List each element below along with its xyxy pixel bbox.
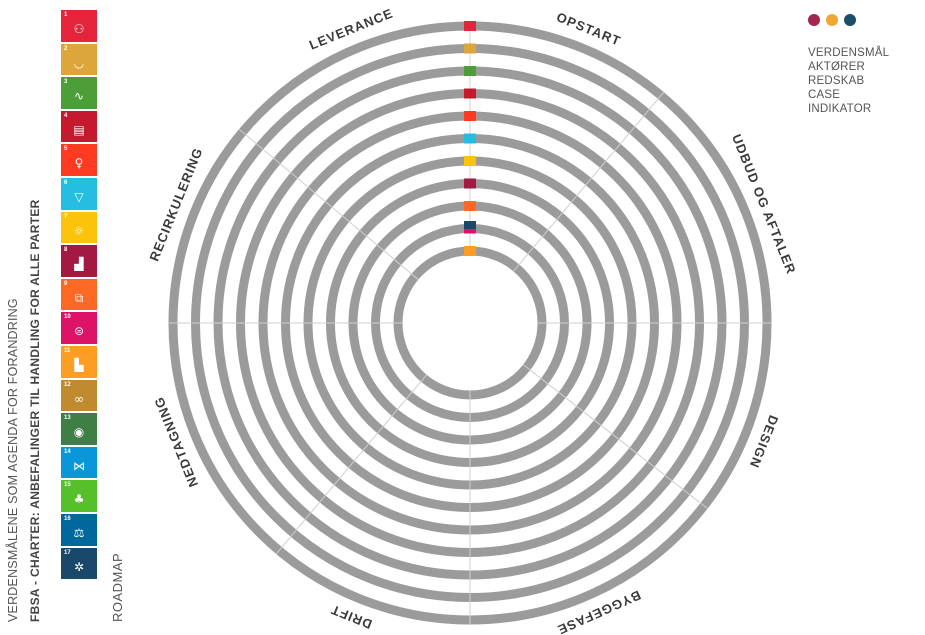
sdg-number: 5 (64, 146, 68, 153)
sdg-tile-1[interactable]: 1 ⚇ (61, 10, 97, 44)
sector-divider (238, 128, 419, 281)
sdg-ring-marker[interactable] (464, 133, 476, 144)
legend-item-redskab[interactable]: REDSKAB (808, 75, 865, 87)
ring-2 (371, 224, 569, 422)
sdg-number: 6 (64, 179, 68, 186)
sdg-goals-column: 1 ⚇ 2 ◡ 3 ∿ 4 ▤ 5 ♀ 6 ▽ 7 ☼ 8 ▟ 9 ⧉ 10 ⊜ 11 ▙ 12 ∞ 13 ◉ 14 ⋈ 15 ♣ 16 ⚖ 1… (61, 10, 97, 582)
legend-dot-redskab (844, 14, 856, 26)
sdg-tile-4[interactable]: 4 ▤ (61, 110, 97, 145)
gender-icon: ♀ (74, 156, 84, 171)
sdg-ring-marker[interactable] (464, 156, 476, 166)
sdg-number: 10 (64, 314, 71, 321)
legend-dot-verdensmal (808, 14, 820, 26)
sdg-tile-16[interactable]: 16 ⚖ (61, 513, 97, 548)
sdg-ring-marker[interactable] (464, 201, 476, 211)
sdg-tile-12[interactable]: 12 ∞ (61, 379, 97, 414)
fish-icon: ⋈ (73, 458, 85, 473)
eye-globe-icon: ◉ (73, 425, 85, 440)
sdg-tile-7[interactable]: 7 ☼ (61, 211, 97, 246)
legend-dot-aktorer (826, 14, 838, 26)
sdg-number: 2 (64, 45, 68, 52)
sdg-tile-9[interactable]: 9 ⧉ (61, 278, 97, 313)
legend-item-verdensmal[interactable]: VERDENSMÅL (808, 47, 890, 59)
sdg-tile-17[interactable]: 17 ✲ (61, 547, 97, 582)
growth-chart-icon: ▟ (74, 257, 84, 272)
water-drop-icon: ▽ (74, 189, 84, 204)
sector-divider (512, 91, 665, 272)
sdg-number: 12 (64, 381, 71, 388)
legend-item-indikator[interactable]: INDIKATOR (808, 103, 872, 115)
sdg-tile-3[interactable]: 3 ∿ (61, 77, 97, 111)
sdg-tile-15[interactable]: 15 ♣ (61, 480, 97, 514)
ring-1 (393, 246, 547, 400)
family-icon: ⚇ (73, 22, 85, 36)
book-icon: ▤ (73, 122, 85, 137)
buildings-icon: ▙ (74, 357, 84, 372)
sdg-ring-marker[interactable] (464, 88, 476, 99)
sdg-ring-marker[interactable] (464, 178, 476, 189)
partnership-icon: ✲ (73, 559, 85, 574)
cubes-icon: ⧉ (74, 290, 84, 305)
dove-icon: ⚖ (73, 525, 85, 540)
sdg-tile-8[interactable]: 8 ▟ (61, 245, 97, 279)
sdg-tile-2[interactable]: 2 ◡ (61, 43, 97, 78)
sdg-number: 8 (64, 247, 68, 254)
sdg-tile-10[interactable]: 10 ⊜ (61, 312, 97, 346)
sdg-tile-14[interactable]: 14 ⋈ (61, 446, 97, 481)
sector-divider (275, 374, 428, 555)
sdg-number: 16 (64, 515, 71, 522)
equality-icon: ⊜ (73, 324, 85, 339)
sdg-number: 13 (64, 415, 71, 422)
sdg-number: 9 (64, 280, 68, 287)
sdg-ring-marker[interactable] (464, 111, 476, 121)
sdg-number: 14 (64, 448, 71, 455)
sdg-ring-marker[interactable] (464, 66, 476, 76)
sdg-number: 11 (64, 347, 71, 354)
sdg-ring-marker[interactable] (464, 221, 476, 229)
sdg-tile-11[interactable]: 11 ▙ (61, 345, 97, 380)
sdg-number: 1 (64, 12, 68, 18)
heartbeat-icon: ∿ (73, 89, 85, 104)
sdg-ring-marker[interactable] (464, 246, 476, 256)
sdg-number: 4 (64, 112, 68, 119)
sdg-number: 7 (64, 213, 68, 220)
legend-item-aktorer[interactable]: AKTØRER (808, 61, 865, 73)
sector-divider (522, 363, 709, 510)
sdg-number: 3 (64, 79, 68, 86)
legend-dots (808, 14, 923, 26)
legend: VERDENSMÅL AKTØRER REDSKAB CASE INDIKATO… (808, 10, 923, 116)
legend-item-case[interactable]: CASE (808, 89, 841, 101)
sdg-number: 15 (64, 482, 71, 489)
sdg-ring-marker[interactable] (464, 43, 476, 54)
phase-label-7[interactable]: LEVERANCE (307, 5, 395, 52)
sdg-tile-13[interactable]: 13 ◉ (61, 413, 97, 447)
sdg-ring-marker[interactable] (464, 21, 476, 31)
sun-icon: ☼ (73, 223, 85, 238)
sdg-number: 17 (64, 549, 71, 556)
infinity-icon: ∞ (74, 391, 84, 406)
sdg-tile-5[interactable]: 5 ♀ (61, 144, 97, 178)
tree-icon: ♣ (73, 492, 85, 507)
sdg-tile-6[interactable]: 6 ▽ (61, 177, 97, 212)
bowl-icon: ◡ (73, 55, 85, 70)
